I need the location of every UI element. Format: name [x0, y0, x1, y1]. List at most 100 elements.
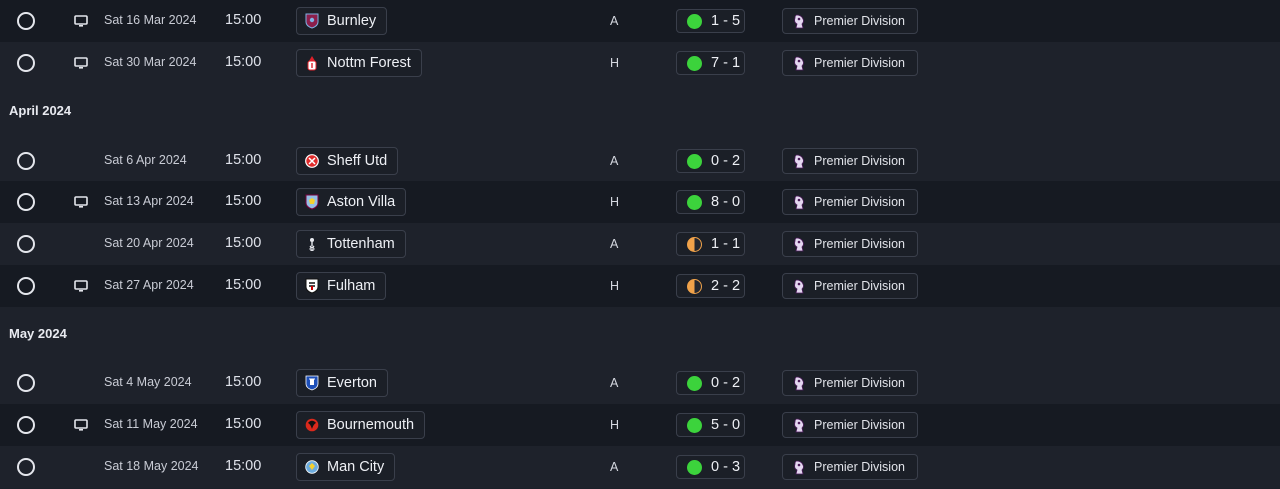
opponent-chip[interactable]: Sheff Utd	[296, 147, 399, 175]
opponent-chip[interactable]: Bournemouth	[296, 411, 426, 439]
venue: A	[610, 376, 619, 390]
select-radio[interactable]	[17, 458, 35, 476]
aston-villa-crest-icon	[305, 194, 319, 210]
venue: H	[610, 279, 620, 293]
select-radio[interactable]	[17, 235, 35, 253]
premier-league-icon	[794, 279, 804, 293]
result-chip[interactable]: 0 - 2	[676, 371, 745, 395]
fixture-row[interactable]: Sat 6 Apr 2024 15:00 Sheff Utd A 0 - 2 P…	[0, 140, 1280, 182]
fixture-row[interactable]: Sat 11 May 2024 15:00 Bournemouth H 5 - …	[0, 404, 1280, 446]
fixture-row[interactable]: Sat 18 May 2024 15:00 Man City A 0 - 3 P…	[0, 446, 1280, 488]
everton-crest-icon	[305, 375, 319, 391]
score: 0 - 2	[711, 375, 741, 391]
fixture-row[interactable]: Sat 27 Apr 2024 15:00 Fulham H 2 - 2 Pre…	[0, 265, 1280, 307]
result-chip[interactable]: 8 - 0	[676, 190, 745, 214]
opponent-name: Aston Villa	[327, 194, 396, 210]
month-label: May 2024	[9, 326, 67, 341]
select-radio[interactable]	[17, 152, 35, 170]
opponent-chip[interactable]: Aston Villa	[296, 188, 407, 216]
fixture-time: 15:00	[225, 54, 262, 70]
select-radio[interactable]	[17, 416, 35, 434]
competition-chip[interactable]: Premier Division	[782, 454, 918, 480]
competition-chip[interactable]: Premier Division	[782, 412, 918, 438]
fixture-row[interactable]: Sat 4 May 2024 15:00 Everton A 0 - 2 Pre…	[0, 362, 1280, 404]
select-radio[interactable]	[17, 374, 35, 392]
venue: A	[610, 460, 619, 474]
opponent-chip[interactable]: Fulham	[296, 272, 387, 300]
result-chip[interactable]: 0 - 3	[676, 455, 745, 479]
fixture-date: Sat 6 Apr 2024	[104, 153, 187, 167]
score: 0 - 3	[711, 459, 741, 475]
fixture-row[interactable]: Sat 30 Mar 2024 15:00 Nottm Forest H 7 -…	[0, 42, 1280, 84]
competition-chip[interactable]: Premier Division	[782, 148, 918, 174]
bournemouth-crest-icon	[305, 418, 319, 432]
fixture-time: 15:00	[225, 193, 262, 209]
competition-chip[interactable]: Premier Division	[782, 273, 918, 299]
score: 1 - 1	[711, 236, 741, 252]
result-chip[interactable]: 1 - 5	[676, 9, 745, 33]
opponent-name: Burnley	[327, 13, 377, 29]
competition-name: Premier Division	[814, 418, 905, 432]
fixture-date: Sat 11 May 2024	[104, 417, 198, 431]
competition-name: Premier Division	[814, 195, 905, 209]
venue: A	[610, 14, 619, 28]
man-city-crest-icon	[305, 460, 319, 474]
select-radio[interactable]	[17, 193, 35, 211]
competition-chip[interactable]: Premier Division	[782, 370, 918, 396]
premier-league-icon	[794, 195, 804, 209]
select-radio[interactable]	[17, 277, 35, 295]
fixture-date: Sat 27 Apr 2024	[104, 278, 194, 292]
competition-chip[interactable]: Premier Division	[782, 231, 918, 257]
win-indicator-icon	[687, 459, 702, 475]
win-indicator-icon	[687, 55, 702, 71]
month-header: May 2024	[0, 307, 1280, 363]
competition-name: Premier Division	[814, 14, 905, 28]
tv-icon	[74, 57, 88, 69]
result-chip[interactable]: 1 - 1	[676, 232, 745, 256]
premier-league-icon	[794, 154, 804, 168]
opponent-chip[interactable]: Man City	[296, 453, 396, 481]
competition-name: Premier Division	[814, 237, 905, 251]
result-chip[interactable]: 7 - 1	[676, 51, 745, 75]
fixture-time: 15:00	[225, 458, 262, 474]
tv-icon	[74, 419, 88, 431]
opponent-chip[interactable]: Everton	[296, 369, 388, 397]
result-chip[interactable]: 2 - 2	[676, 274, 745, 298]
win-indicator-icon	[687, 153, 702, 169]
fixture-date: Sat 20 Apr 2024	[104, 236, 194, 250]
score: 2 - 2	[711, 278, 741, 294]
opponent-chip[interactable]: Nottm Forest	[296, 49, 422, 77]
premier-league-icon	[794, 14, 804, 28]
competition-name: Premier Division	[814, 460, 905, 474]
venue: H	[610, 195, 620, 209]
opponent-name: Man City	[327, 459, 385, 475]
competition-name: Premier Division	[814, 56, 905, 70]
result-chip[interactable]: 5 - 0	[676, 413, 745, 437]
competition-chip[interactable]: Premier Division	[782, 189, 918, 215]
fixture-row[interactable]: Sat 13 Apr 2024 15:00 Aston Villa H 8 - …	[0, 181, 1280, 223]
fixture-time: 15:00	[225, 416, 262, 432]
result-chip[interactable]: 0 - 2	[676, 149, 745, 173]
opponent-chip[interactable]: Tottenham	[296, 230, 406, 258]
competition-chip[interactable]: Premier Division	[782, 50, 918, 76]
opponent-chip[interactable]: Burnley	[296, 7, 388, 35]
competition-chip[interactable]: Premier Division	[782, 8, 918, 34]
fixture-row[interactable]: Sat 16 Mar 2024 15:00 Burnley A 1 - 5 Pr…	[0, 0, 1280, 42]
opponent-name: Sheff Utd	[327, 153, 388, 169]
fixture-date: Sat 4 May 2024	[104, 375, 192, 389]
premier-league-icon	[794, 376, 804, 390]
win-indicator-icon	[687, 417, 702, 433]
fixture-time: 15:00	[225, 374, 262, 390]
select-radio[interactable]	[17, 12, 35, 30]
opponent-name: Tottenham	[327, 236, 395, 252]
score: 5 - 0	[711, 417, 741, 433]
fixture-row[interactable]: Sat 20 Apr 2024 15:00 Tottenham A 1 - 1 …	[0, 223, 1280, 265]
fixture-time: 15:00	[225, 235, 262, 251]
fixture-date: Sat 30 Mar 2024	[104, 55, 197, 69]
venue: A	[610, 154, 619, 168]
tv-icon	[74, 196, 88, 208]
score: 1 - 5	[711, 13, 741, 29]
select-radio[interactable]	[17, 54, 35, 72]
fixture-time: 15:00	[225, 12, 262, 28]
